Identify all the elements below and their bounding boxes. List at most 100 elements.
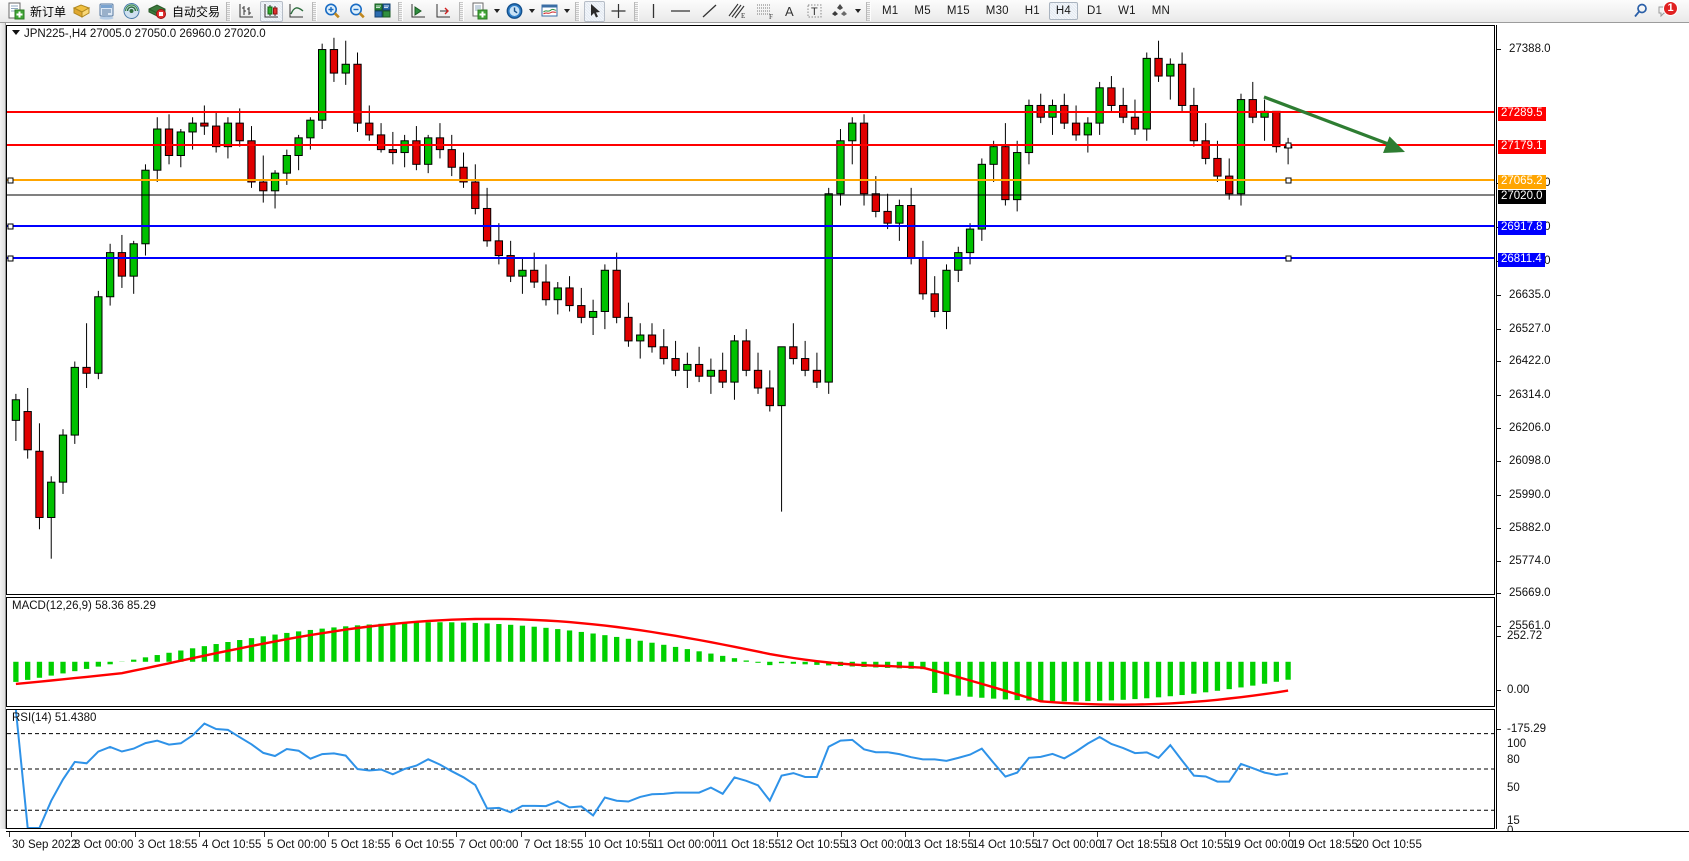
level-anchor-handle[interactable] xyxy=(7,177,14,184)
svg-text:T: T xyxy=(811,6,818,18)
candle-body-bull xyxy=(895,205,904,224)
candle-body-bear xyxy=(930,293,939,312)
support-1-tag[interactable]: 26917.8 xyxy=(1498,221,1546,235)
candlestick-chart-button[interactable] xyxy=(260,0,284,22)
timeframe-d1[interactable]: D1 xyxy=(1087,5,1103,17)
level-anchor-handle[interactable] xyxy=(1285,255,1292,262)
horizontal-line-button[interactable] xyxy=(666,1,695,22)
navigator-button[interactable] xyxy=(95,1,118,22)
trendline-icon xyxy=(702,4,717,18)
macd-pane[interactable]: MACD(12,26,9) 58.36 85.29 xyxy=(6,597,1495,707)
timeframe-mn[interactable]: MN xyxy=(1151,5,1171,17)
toolbar-separator xyxy=(226,1,232,21)
level-anchor-handle[interactable] xyxy=(7,255,14,262)
toolbar-separator xyxy=(575,1,581,21)
search-icon xyxy=(1634,3,1647,18)
text-button[interactable]: T xyxy=(803,1,826,22)
support-2-tag[interactable]: 26811.4 xyxy=(1498,253,1545,267)
shapes-dropdown-arrow[interactable] xyxy=(855,9,862,13)
alerts-button[interactable]: 1 xyxy=(1654,0,1678,22)
autotrading-button[interactable] xyxy=(145,1,169,22)
price-tick-label: 26422.0 xyxy=(1509,355,1551,367)
current-price-tag[interactable]: 27020.0 xyxy=(1498,190,1546,204)
vertical-line-button[interactable] xyxy=(643,1,664,22)
candle-body-bear xyxy=(753,369,763,389)
candle-body-bull xyxy=(11,399,21,421)
time-tick-label: 6 Oct 10:55 xyxy=(395,839,455,851)
candle-body-bear xyxy=(1060,104,1069,124)
chart-menu-caret-icon[interactable] xyxy=(12,30,20,35)
macd-tick-label: -175.29 xyxy=(1507,723,1547,735)
tile-windows-button[interactable] xyxy=(371,1,394,22)
templates-dropdown-arrow[interactable] xyxy=(564,9,571,13)
timeframe-h4[interactable]: H4 xyxy=(1048,2,1078,20)
price-tick-label: 25882.0 xyxy=(1509,522,1551,534)
resistance-2-tag[interactable]: 27179.1 xyxy=(1498,140,1546,154)
autoscroll-icon xyxy=(436,4,451,18)
price-scale[interactable]: 27388.026959.026851.026743.026635.026527… xyxy=(1496,25,1689,837)
downtrend-arrow[interactable] xyxy=(1263,95,1405,154)
navigator-icon xyxy=(99,3,114,20)
equidistant-channel-button[interactable]: E xyxy=(724,1,750,22)
candle-body-bear xyxy=(659,346,668,360)
timeframe-m5[interactable]: M5 xyxy=(914,5,931,17)
time-tick-label: 18 Oct 10:55 xyxy=(1164,839,1230,851)
signal-button[interactable] xyxy=(120,1,143,22)
candle-body-bear xyxy=(718,369,727,383)
candle-body-bear xyxy=(1154,57,1163,77)
candle-body-bull xyxy=(706,369,716,377)
timeframe-m1[interactable]: M1 xyxy=(882,5,899,17)
candle-body-bear xyxy=(1213,157,1222,177)
price-tick-mark xyxy=(1497,593,1501,594)
auto-scroll-button[interactable] xyxy=(432,1,455,22)
candle-body-bear xyxy=(1001,146,1010,201)
candle-body-bear xyxy=(82,366,91,374)
candle-body-bull xyxy=(47,481,56,518)
search-button[interactable] xyxy=(1629,1,1652,22)
text-label-button[interactable]: A xyxy=(780,1,801,22)
chart-shift-button[interactable] xyxy=(407,1,430,22)
candle-body-bull xyxy=(1083,122,1093,136)
level-anchor-handle[interactable] xyxy=(7,223,14,230)
fibonacci-button[interactable]: F xyxy=(752,1,778,22)
timeframe-h1[interactable]: H1 xyxy=(1024,5,1040,17)
bar-chart-button[interactable] xyxy=(235,1,258,22)
pivot-tag[interactable]: 27065.2 xyxy=(1498,175,1546,189)
timeframe-w1[interactable]: W1 xyxy=(1118,5,1136,17)
candle-body-bull xyxy=(989,146,998,165)
time-scale[interactable]: 30 Sep 2022 3 Oct 00:00 3 Oct 18:55 4 Oct 1… xyxy=(6,831,1689,861)
support-resistance-lines[interactable] xyxy=(7,26,1494,594)
candle-body-bull xyxy=(824,193,833,383)
cursor-button[interactable] xyxy=(584,0,606,22)
indicators-dropdown-arrow[interactable] xyxy=(494,9,501,13)
data-window-button[interactable] xyxy=(70,1,93,22)
price-tick-mark xyxy=(1497,295,1501,296)
line-chart-button[interactable] xyxy=(285,1,308,22)
candle-body-bear xyxy=(871,193,880,212)
crosshair-button[interactable] xyxy=(607,1,630,22)
trendline-button[interactable] xyxy=(697,1,722,22)
resistance-1-tag[interactable]: 27289.5 xyxy=(1498,107,1546,121)
indicators-button[interactable] xyxy=(468,1,491,22)
candle-body-bull xyxy=(153,128,162,171)
price-chart-pane[interactable]: JPN225-,H4 27005.0 27050.0 26960.0 27020… xyxy=(6,25,1495,595)
new-order-label[interactable]: 新订单 xyxy=(30,4,67,19)
level-anchor-handle[interactable] xyxy=(1285,142,1292,149)
level-anchor-handle[interactable] xyxy=(1285,177,1292,184)
new-order-button[interactable] xyxy=(5,1,27,22)
zoom-in-button[interactable] xyxy=(321,1,344,22)
candle-body-bull xyxy=(600,269,610,312)
rsi-plot xyxy=(7,710,1494,828)
rsi-pane[interactable]: RSI(14) 51.4380 xyxy=(6,709,1495,829)
shapes-button[interactable] xyxy=(828,1,852,22)
autotrading-label[interactable]: 自动交易 xyxy=(172,4,221,19)
periods-button[interactable] xyxy=(503,1,526,22)
timeframe-m15[interactable]: M15 xyxy=(946,5,970,17)
candle-body-bear xyxy=(447,149,456,168)
zoom-out-button[interactable] xyxy=(346,1,369,22)
periods-dropdown-arrow[interactable] xyxy=(529,9,536,13)
rsi-tick-label: 80 xyxy=(1507,754,1520,766)
templates-button[interactable] xyxy=(538,1,561,22)
candle-body-bear xyxy=(482,207,492,242)
timeframe-m30[interactable]: M30 xyxy=(985,5,1009,17)
